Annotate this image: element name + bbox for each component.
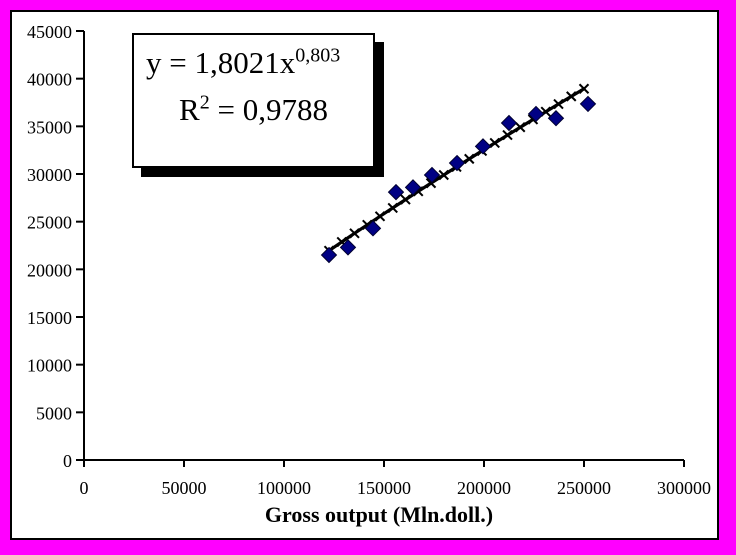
r-squared-value: R2 = 0,9788 bbox=[134, 81, 373, 127]
y-tick-label: 5000 bbox=[36, 403, 72, 423]
x-marker bbox=[387, 202, 398, 214]
equation-base: y = 1,8021x bbox=[146, 45, 296, 80]
r2-exponent: 2 bbox=[199, 91, 210, 114]
diamond-marker bbox=[339, 239, 357, 256]
y-tick-label: 10000 bbox=[27, 356, 72, 376]
diamond-marker bbox=[500, 114, 518, 132]
diamond-marker bbox=[527, 105, 545, 123]
equation-exponent: 0,803 bbox=[295, 44, 341, 67]
diamond-marker bbox=[387, 183, 405, 201]
diamond-marker bbox=[474, 138, 492, 155]
x-axis-title: Gross output (Mln.doll.) bbox=[265, 502, 493, 527]
x-marker bbox=[553, 98, 564, 110]
x-tick-label: 50000 bbox=[162, 478, 207, 498]
diamond-marker bbox=[423, 166, 441, 184]
chart-canvas: 0 50000 100000 150000 200000 250000 300000 0 500… bbox=[27, 22, 711, 527]
x-marker bbox=[336, 236, 347, 248]
y-tick-label: 30000 bbox=[27, 165, 72, 185]
x-tick-label: 0 bbox=[80, 478, 89, 498]
trendline-equation-box[interactable]: y = 1,8021x0,803 R2 = 0,9788 bbox=[132, 33, 375, 168]
y-tick-label: 20000 bbox=[27, 260, 72, 280]
y-tick-label: 35000 bbox=[27, 117, 72, 137]
x-marker bbox=[502, 129, 513, 141]
y-tick-label: 25000 bbox=[27, 213, 72, 233]
diamond-marker bbox=[547, 110, 565, 127]
x-marker bbox=[400, 194, 411, 205]
x-marker bbox=[438, 169, 449, 181]
x-marker bbox=[489, 137, 500, 149]
diamond-marker bbox=[320, 246, 338, 264]
x-tick-label: 300000 bbox=[657, 478, 711, 498]
trendline-equation: y = 1,8021x0,803 bbox=[134, 35, 373, 81]
x-marker bbox=[566, 91, 577, 102]
y-tick-label: 0 bbox=[63, 451, 72, 471]
x-marker bbox=[349, 228, 360, 239]
diamond-marker bbox=[579, 95, 597, 113]
x-marker bbox=[362, 219, 373, 231]
x-tick-label: 200000 bbox=[457, 478, 511, 498]
diamond-marker bbox=[404, 179, 422, 196]
y-tick-label: 40000 bbox=[27, 70, 72, 90]
r2-rest: = 0,9788 bbox=[209, 91, 328, 127]
x-marker bbox=[578, 83, 590, 94]
diamond-marker bbox=[364, 220, 382, 237]
y-tick-label: 45000 bbox=[27, 22, 72, 42]
x-tick-label: 100000 bbox=[257, 478, 311, 498]
y-tick-label: 15000 bbox=[27, 308, 72, 328]
chart-plot-window: 0 50000 100000 150000 200000 250000 300000 0 500… bbox=[10, 10, 719, 540]
x-marker bbox=[413, 186, 424, 197]
x-tick-label: 150000 bbox=[357, 478, 411, 498]
x-marker bbox=[464, 153, 475, 165]
x-tick-label: 250000 bbox=[557, 478, 611, 498]
diamond-marker bbox=[448, 154, 466, 172]
x-marker bbox=[515, 122, 526, 133]
x-marker bbox=[374, 211, 386, 222]
r2-base: R bbox=[179, 91, 200, 127]
